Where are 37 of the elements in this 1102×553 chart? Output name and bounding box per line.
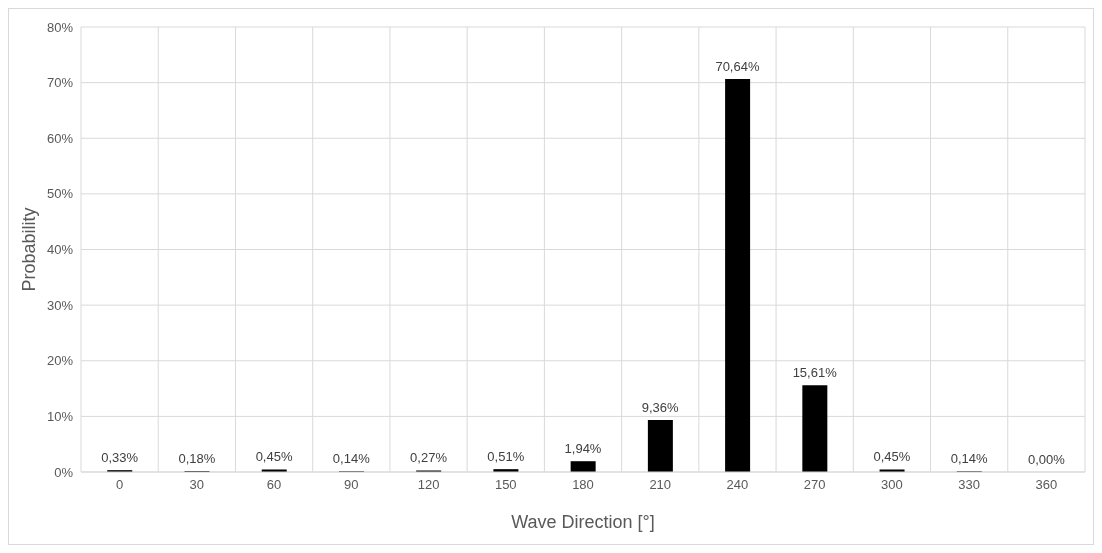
x-tick-label: 240 [726, 477, 749, 493]
y-tick-label: 60% [46, 130, 74, 146]
x-tick-label: 210 [649, 477, 672, 493]
y-axis-title: Probability [19, 207, 40, 292]
data-label: 0,33% [101, 450, 139, 466]
x-tick-label: 150 [494, 477, 517, 493]
x-tick-label: 90 [344, 477, 359, 493]
x-tick-label: 360 [1035, 477, 1058, 493]
data-label: 0,14% [950, 451, 989, 467]
y-tick-label: 30% [46, 297, 74, 313]
data-label: 15,61% [792, 365, 838, 381]
data-label: 0,45% [255, 449, 293, 465]
data-label: 0,14% [332, 451, 371, 467]
data-label: 70,64% [715, 59, 760, 75]
y-tick-label: 40% [46, 242, 74, 258]
x-tick-label: 270 [803, 477, 826, 493]
y-tick-label: 0% [54, 464, 74, 480]
x-tick-label: 330 [958, 477, 981, 493]
y-tick-label: 20% [46, 353, 74, 369]
y-tick-label: 80% [46, 19, 74, 35]
x-tick-label: 30 [189, 477, 205, 493]
data-label: 0,45% [873, 449, 911, 465]
data-label: 9,36% [641, 399, 680, 415]
data-label: 0,51% [487, 449, 525, 465]
x-tick-label: 0 [116, 477, 124, 493]
data-label: 1,94% [564, 441, 602, 457]
y-tick-label: 50% [46, 186, 74, 202]
x-tick-label: 180 [572, 477, 594, 493]
x-axis-title: Wave Direction [°] [511, 512, 655, 532]
y-tick-label: 70% [46, 75, 74, 91]
data-label: 0,27% [410, 450, 448, 466]
x-tick-label: 60 [266, 477, 282, 493]
x-tick-label: 120 [417, 477, 440, 493]
data-label: 0,18% [178, 451, 216, 466]
data-label: 0,00% [1027, 452, 1066, 467]
x-tick-label: 300 [881, 477, 903, 493]
y-tick-label: 10% [46, 408, 74, 424]
